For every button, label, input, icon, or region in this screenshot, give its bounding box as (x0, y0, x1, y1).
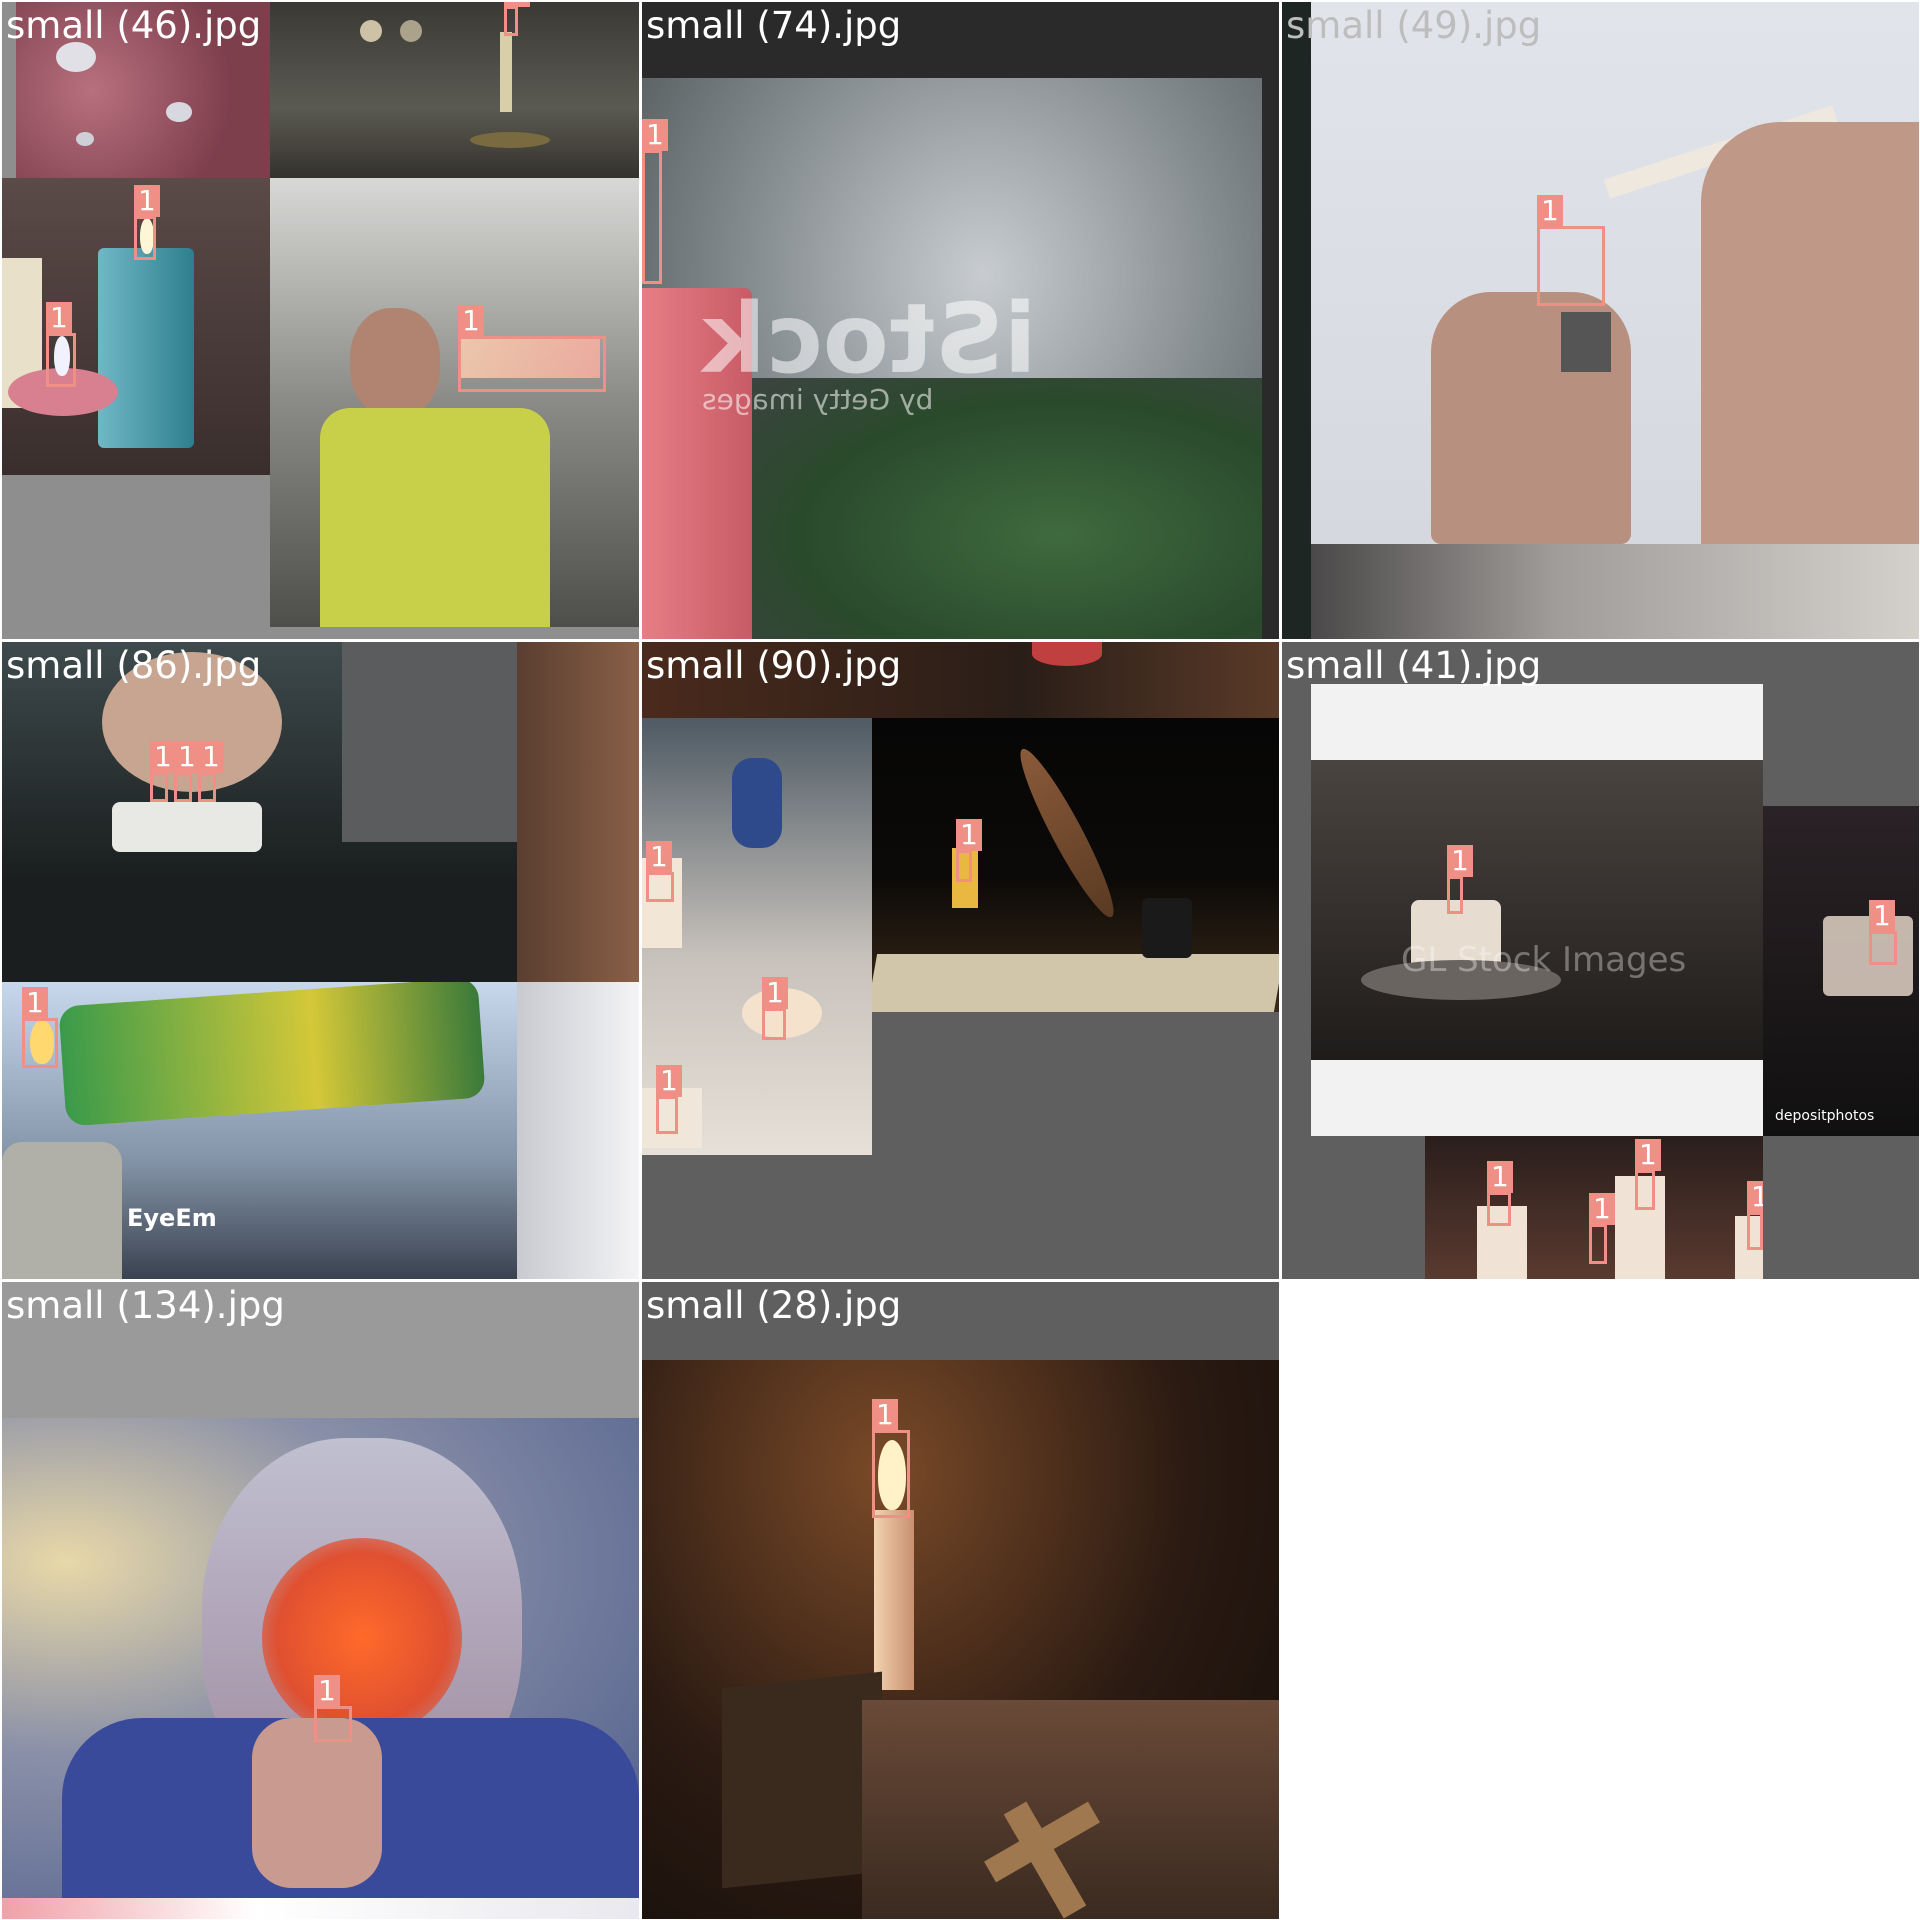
detection-box: 1 (646, 841, 674, 902)
detection-label: 1 (1447, 845, 1473, 877)
detection-label: 1 (134, 185, 160, 217)
photo-jewels (16, 2, 270, 178)
tile-filename: small (74).jpg (646, 4, 902, 47)
mosaic-tile: 1 small (49).jpg (1282, 2, 1919, 639)
watermark-text: depositphotos (1775, 1108, 1875, 1124)
watermark-text: iStock (702, 283, 1037, 395)
mosaic-tile: iStock by Getty images 1 small (74).jpg (642, 2, 1279, 639)
detection-label: 1 (458, 305, 484, 337)
detection-box: 1 (174, 741, 200, 802)
photo-stone-candle: GL Stock Images 1 (1311, 684, 1763, 1136)
detection-box: 1 (198, 741, 224, 802)
detection-label: 1 (762, 977, 788, 1009)
detection-label: 1 (642, 119, 668, 151)
detection-label: 1 (198, 741, 224, 773)
photo-welder: 1 (270, 178, 639, 627)
tile-filename: small (134).jpg (6, 1284, 285, 1327)
mosaic-tile: 1 1 1 EyeEm 1 small (86).jpg (2, 642, 639, 1279)
detection-box: 1 (762, 977, 788, 1040)
detection-box: 1 (1589, 1193, 1615, 1264)
photo-light-panel (517, 982, 639, 1279)
detection-box: 1 (22, 987, 58, 1068)
detection-box: 1 (956, 819, 982, 882)
detection-label: 1 (1869, 900, 1895, 932)
detection-label: 1 (872, 1399, 898, 1431)
detection-label: 1 (1635, 1139, 1661, 1171)
photo-lighter-tin: EyeEm 1 (2, 982, 517, 1279)
tile-filename: small (28).jpg (646, 1284, 902, 1327)
watermark-text: by Getty images (702, 383, 934, 416)
mosaic-tile: 1 small (134).jpg (2, 1282, 639, 1919)
detection-label: 1 (1747, 1181, 1763, 1213)
tile-filename: small (41).jpg (1286, 644, 1542, 687)
photo-wood-panel (517, 642, 639, 982)
tile-filename: small (86).jpg (6, 644, 262, 687)
photo-strip (1311, 544, 1919, 639)
watermark-text: EyeEm (127, 1204, 217, 1232)
detection-box: 1 (46, 302, 76, 387)
detection-box: 1 (656, 1065, 682, 1134)
detection-box: 1 (314, 1675, 352, 1742)
detection-box: 1 (458, 305, 606, 392)
detection-box: 1 (1869, 900, 1897, 965)
photo-candlestick: 1 (270, 2, 639, 178)
mosaic-tile: 1 1 1 1 small (46).jpg (2, 2, 639, 639)
photo-birthday-cake: 1 1 1 (2, 642, 517, 982)
mosaic-tile: GL Stock Images 1 depositphotos 1 1 1 1 … (1282, 642, 1919, 1279)
detection-label: 1 (22, 987, 48, 1019)
detection-box: 1 (1487, 1161, 1513, 1226)
detection-label: 1 (1537, 195, 1563, 227)
detection-label: 1 (1487, 1161, 1513, 1193)
detection-box: 1 (1537, 195, 1605, 306)
photo-man-lighting: 1 (2, 1418, 639, 1898)
tile-filename: small (49).jpg (1286, 4, 1542, 47)
detection-label: 1 (174, 741, 200, 773)
detection-label: 1 (656, 1065, 682, 1097)
detection-label: 1 (150, 741, 176, 773)
detection-box: 1 (1747, 1181, 1763, 1250)
photo-top-strip (642, 642, 1279, 718)
photo-pine-candle: iStock by Getty images 1 (642, 78, 1262, 639)
photo-two-candles: 1 1 (2, 178, 270, 475)
photo-candle-row: 1 1 1 1 (1425, 1136, 1763, 1279)
detection-box: 1 (872, 1399, 910, 1518)
photo-glass-candle: depositphotos 1 (1763, 806, 1919, 1136)
detection-label: 1 (504, 2, 530, 7)
detection-label: 1 (646, 841, 672, 873)
mosaic-tile: 1 1 1 1 small (90).jpg (642, 642, 1279, 1279)
photo-candle-bible: 1 (642, 1360, 1279, 1919)
detection-box: 1 (134, 185, 160, 260)
detection-box: 1 (150, 741, 176, 802)
detection-box: 1 (504, 2, 530, 36)
tile-filename: small (46).jpg (6, 4, 262, 47)
mosaic-tile: 1 small (28).jpg (642, 1282, 1279, 1919)
detection-box: 1 (642, 119, 668, 284)
photo-lighter-cigarette: 1 (1311, 2, 1919, 544)
detection-box: 1 (1447, 845, 1473, 914)
photo-table-candles: 1 1 1 (642, 718, 872, 1155)
photo-quill-candle: 1 (872, 718, 1279, 1012)
photo-bottom-strip (2, 1898, 639, 1919)
detection-box: 1 (1635, 1139, 1661, 1210)
watermark-text: GL Stock Images (1401, 940, 1687, 980)
detection-label: 1 (1589, 1193, 1615, 1225)
detection-label: 1 (956, 819, 982, 851)
detection-label: 1 (314, 1675, 340, 1707)
detection-label: 1 (46, 302, 72, 334)
tile-filename: small (90).jpg (646, 644, 902, 687)
empty-cell (1282, 1282, 1919, 1919)
